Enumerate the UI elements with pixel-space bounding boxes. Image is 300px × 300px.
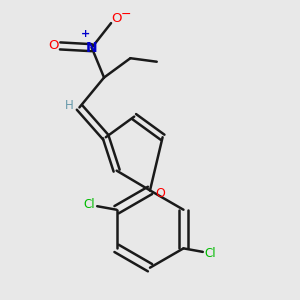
Text: O: O <box>155 188 165 200</box>
Text: +: + <box>81 29 90 39</box>
Text: O: O <box>111 12 122 26</box>
Text: H: H <box>65 99 74 112</box>
Text: N: N <box>86 41 98 55</box>
Text: −: − <box>121 8 131 21</box>
Text: O: O <box>49 39 59 52</box>
Text: Cl: Cl <box>205 247 216 260</box>
Text: Cl: Cl <box>84 198 95 211</box>
